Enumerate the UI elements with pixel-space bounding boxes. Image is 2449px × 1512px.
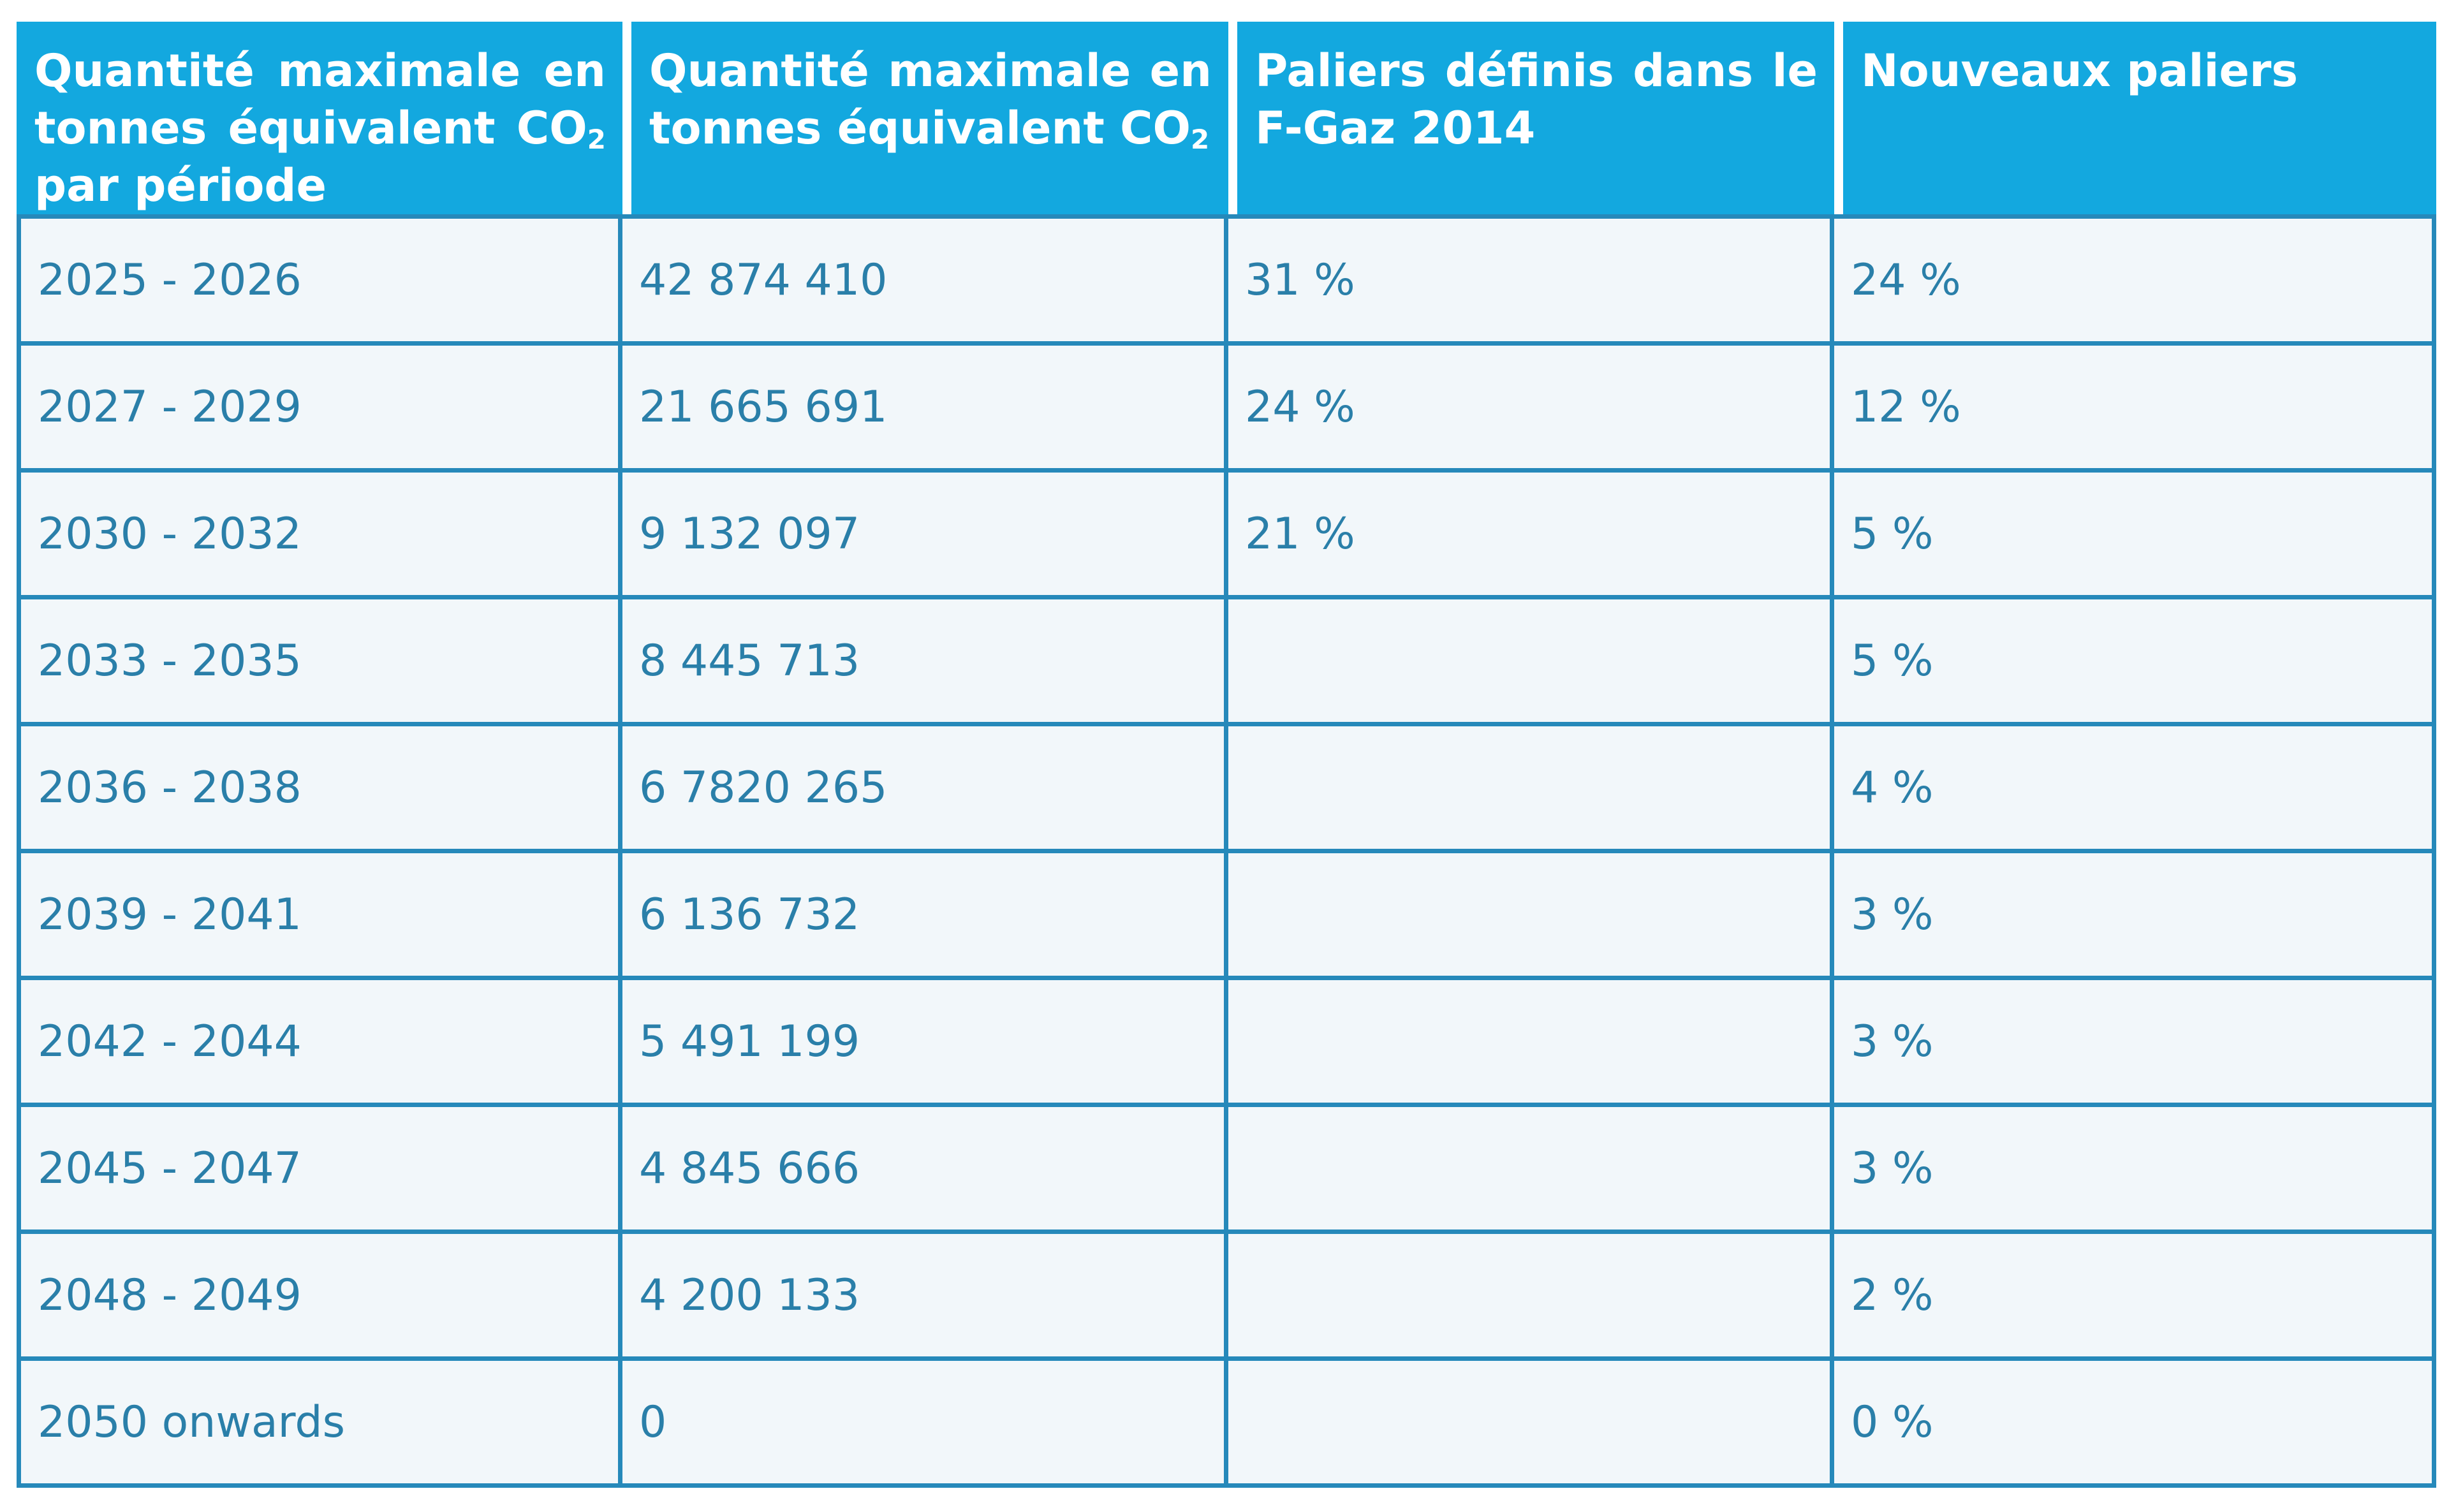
new-step-cell: 3 % [1834,980,2436,1107]
header-new-steps: Nouveaux paliers [1834,22,2436,214]
new-step-cell: 3 % [1834,853,2436,980]
quantity-cell: 5 491 199 [622,980,1228,1107]
table-row: 2039 - 2041 6 136 732 3 % [17,853,2436,980]
header-period: Quantité maximale en tonnes équivalent C… [17,22,622,214]
fgaz-step-cell [1228,1361,1834,1488]
period-cell: 2050 onwards [17,1361,622,1488]
fgaz-step-cell [1228,599,1834,726]
period-cell: 2030 - 2032 [17,473,622,599]
fgaz-step-cell [1228,1234,1834,1361]
period-cell: 2027 - 2029 [17,346,622,473]
fgaz-step-cell [1228,1107,1834,1234]
quantity-cell: 6 7820 265 [622,726,1228,853]
table-row: 2030 - 2032 9 132 097 21 % 5 % [17,473,2436,599]
table-row: 2042 - 2044 5 491 199 3 % [17,980,2436,1107]
header-period-text: Quantité maximale en tonnes équivalent C… [34,45,606,154]
table-row: 2033 - 2035 8 445 713 5 % [17,599,2436,726]
table-row: 2027 - 2029 21 665 691 24 % 12 % [17,346,2436,473]
quantity-cell: 4 845 666 [622,1107,1228,1234]
quantity-cell: 9 132 097 [622,473,1228,599]
new-step-cell: 2 % [1834,1234,2436,1361]
new-step-cell: 12 % [1834,346,2436,473]
period-cell: 2033 - 2035 [17,599,622,726]
fgaz-step-cell [1228,980,1834,1107]
new-step-cell: 5 % [1834,599,2436,726]
table-row: 2045 - 2047 4 845 666 3 % [17,1107,2436,1234]
fgaz-step-cell: 24 % [1228,346,1834,473]
new-step-cell: 5 % [1834,473,2436,599]
header-fgaz-2014-steps: Paliers définis dans le F-Gaz 2014 [1228,22,1834,214]
table-body: 2025 - 2026 42 874 410 31 % 24 % 2027 - 2029… [17,214,2436,1488]
header-period-subscript: 2 [587,124,606,155]
new-step-cell: 24 % [1834,214,2436,346]
quantity-cell: 8 445 713 [622,599,1228,726]
table-row: 2050 onwards 0 0 % [17,1361,2436,1488]
new-step-cell: 3 % [1834,1107,2436,1234]
period-cell: 2025 - 2026 [17,214,622,346]
header-quantity-text: Quantité maximale en tonnes équivalent C… [649,45,1212,154]
header-new-steps-text: Nouveaux paliers [1861,45,2298,97]
header-row: Quantité maximale en tonnes équivalent C… [17,22,2436,214]
quota-table-container: Quantité maximale en tonnes équivalent C… [17,22,2436,1488]
quantity-cell: 21 665 691 [622,346,1228,473]
quantity-cell: 6 136 732 [622,853,1228,980]
new-step-cell: 0 % [1834,1361,2436,1488]
header-fgaz-text: Paliers définis dans le F-Gaz 2014 [1255,45,1818,154]
fgaz-step-cell: 31 % [1228,214,1834,346]
table-row: 2048 - 2049 4 200 133 2 % [17,1234,2436,1361]
header-quantity: Quantité maximale en tonnes équivalent C… [622,22,1228,214]
header-quantity-subscript: 2 [1191,124,1210,155]
quota-table: Quantité maximale en tonnes équivalent C… [17,22,2436,1488]
fgaz-step-cell: 21 % [1228,473,1834,599]
period-cell: 2042 - 2044 [17,980,622,1107]
new-step-cell: 4 % [1834,726,2436,853]
header-period-after: par période [34,159,327,212]
quantity-cell: 4 200 133 [622,1234,1228,1361]
table-row: 2025 - 2026 42 874 410 31 % 24 % [17,214,2436,346]
quantity-cell: 42 874 410 [622,214,1228,346]
table-row: 2036 - 2038 6 7820 265 4 % [17,726,2436,853]
fgaz-step-cell [1228,853,1834,980]
period-cell: 2045 - 2047 [17,1107,622,1234]
period-cell: 2039 - 2041 [17,853,622,980]
fgaz-step-cell [1228,726,1834,853]
quantity-cell: 0 [622,1361,1228,1488]
period-cell: 2048 - 2049 [17,1234,622,1361]
period-cell: 2036 - 2038 [17,726,622,853]
